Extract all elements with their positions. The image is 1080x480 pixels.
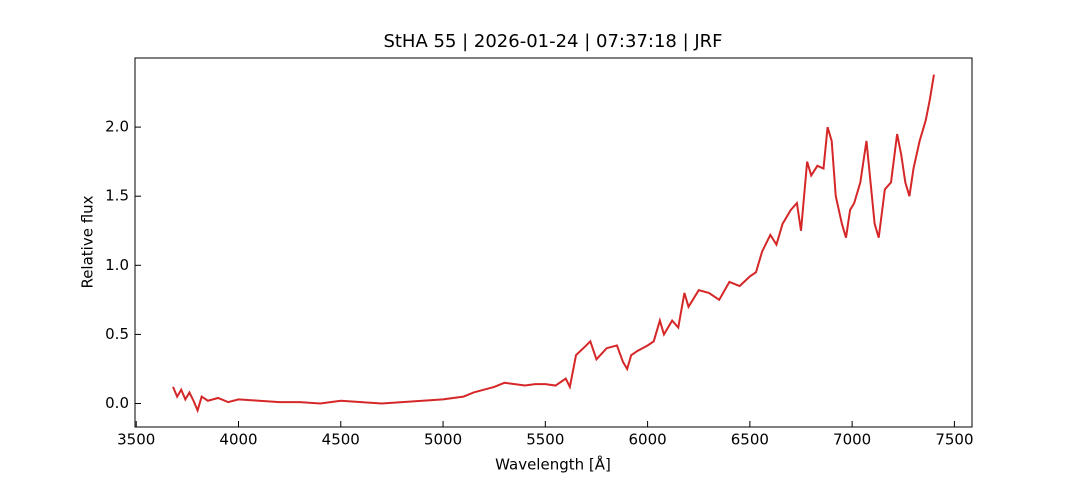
x-tick-label: 3500 — [117, 431, 155, 449]
x-tick-label: 4000 — [219, 431, 257, 449]
chart-title: StHA 55 | 2026-01-24 | 07:37:18 | JRF — [383, 31, 722, 52]
y-tick-label: 0.0 — [105, 394, 129, 412]
y-tick-label: 1.5 — [105, 187, 129, 205]
spectrum-line — [172, 74, 935, 414]
x-tick-label: 6500 — [731, 431, 769, 449]
y-axis-label: Relative flux — [79, 195, 97, 288]
x-axis-label: Wavelength [Å] — [495, 455, 611, 474]
y-tick-label: 2.0 — [105, 118, 129, 136]
x-tick-label: 5000 — [424, 431, 462, 449]
x-tick-label: 6000 — [628, 431, 666, 449]
y-tick-label: 1.0 — [105, 256, 129, 274]
x-tick-label: 4500 — [322, 431, 360, 449]
x-tick-label: 7500 — [935, 431, 973, 449]
x-tick-label: 5500 — [526, 431, 564, 449]
x-tick-label: 7000 — [833, 431, 871, 449]
y-tick-label: 0.5 — [105, 325, 129, 343]
plot-frame — [134, 57, 973, 428]
